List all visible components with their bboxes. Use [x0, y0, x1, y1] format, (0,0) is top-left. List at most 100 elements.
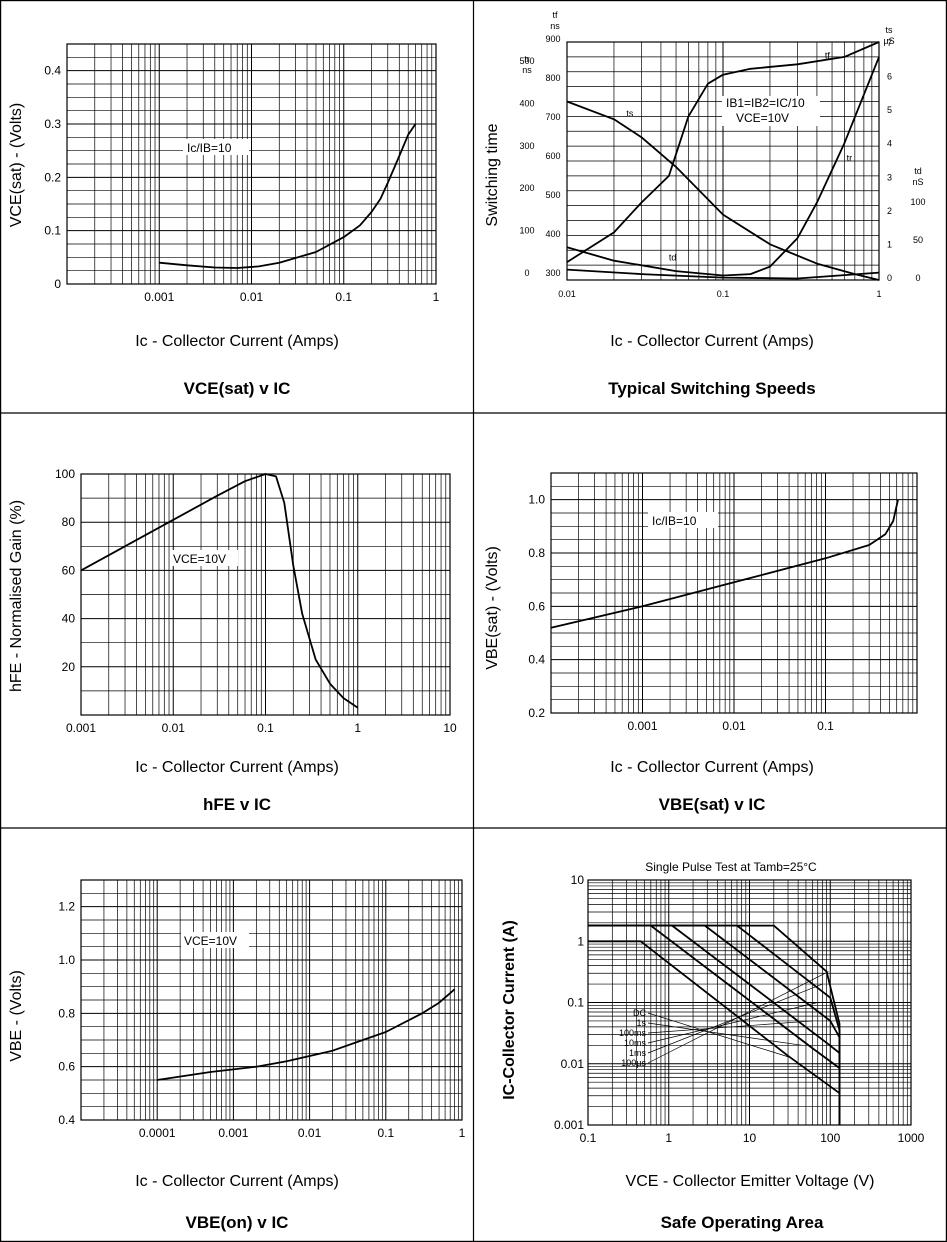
x-tick-label: 1000 [898, 1131, 925, 1145]
x-tick-label: 0.001 [144, 290, 174, 304]
x-tick-label: 0.1 [580, 1131, 597, 1145]
axis-header: ts [885, 25, 893, 35]
axis-tick: 0 [887, 273, 892, 283]
axis-header: td [914, 166, 922, 176]
chart-vbeon-title: VBE(on) v IC [186, 1213, 289, 1232]
x-tick-label: 0.01 [240, 290, 264, 304]
axis-tick: 50 [913, 235, 923, 245]
axis-tick: 300 [545, 268, 560, 278]
chart-switching-xticks: 0.01 0.1 1 [558, 289, 881, 299]
x-tick-label: 0.1 [377, 1126, 394, 1140]
chart-hfe-title: hFE v IC [203, 795, 271, 814]
series-line-1ms [588, 924, 841, 1125]
chart-vbesat-series [550, 499, 899, 629]
axis-header: ns [522, 65, 532, 75]
axis-tick: 2 [887, 206, 892, 216]
chart-vcesat-annotation-box [183, 139, 249, 155]
chart-soa-xlabel: VCE - Collector Emitter Voltage (V) [626, 1173, 875, 1190]
x-tick-label: 0.01 [162, 721, 186, 735]
curve-label-tr: tr [847, 153, 853, 163]
y-tick-label: 0.001 [554, 1118, 584, 1132]
chart-switching-annotation-2: VCE=10V [736, 111, 789, 125]
chart-vcesat-ylabel: VCE(sat) - (Volts) [8, 103, 25, 227]
y-tick-label: 0.4 [44, 64, 61, 78]
chart-soa-grid [587, 879, 912, 1126]
axis-tick: 5 [887, 105, 892, 115]
x-tick-label: 0.1 [257, 721, 274, 735]
axis-tick: 800 [545, 73, 560, 83]
chart-soa-series [588, 924, 841, 1125]
chart-hfe: 0.001 0.01 0.1 1 10 20 40 60 80 100 VCE=10V Ic -… [8, 467, 457, 814]
soa-leader-line [647, 1022, 803, 1046]
series-line-tr [566, 56, 880, 277]
axis-tick: 6 [887, 72, 892, 82]
axis-tick: 3 [887, 172, 892, 182]
chart-switching-series [566, 41, 880, 281]
x-tick-label: 0.001 [627, 719, 657, 733]
chart-vbesat-annotation: Ic/IB=10 [652, 514, 697, 528]
chart-vbesat-annotation-box [648, 512, 718, 528]
chart-vbeon-annotation-box [181, 932, 249, 948]
y-tick-label: 1.0 [528, 493, 545, 507]
axis-tick: 100 [519, 226, 534, 236]
chart-hfe-yticks: 20 40 60 80 100 [55, 467, 75, 674]
series-line-tf [566, 41, 880, 263]
chart-vbesat-ylabel: VBE(sat) - (Volts) [484, 546, 501, 670]
series-line-1s [588, 924, 841, 1125]
series-line-0 [550, 499, 899, 629]
soa-leader-line [647, 1002, 818, 1044]
axis-tick: 4 [887, 139, 892, 149]
y-tick-label: 10 [571, 873, 585, 887]
axis-tick: 500 [519, 56, 534, 66]
x-tick-label: 0.1 [817, 719, 834, 733]
curve-label-tf: tf [825, 50, 831, 60]
series-line-10ms [588, 924, 841, 1125]
x-tick-label: 0.01 [558, 289, 576, 299]
series-line-0 [159, 123, 417, 269]
soa-legend-2: 100ms [619, 1028, 647, 1038]
x-tick-label: 0.0001 [139, 1126, 176, 1140]
soa-leader-line [647, 1012, 789, 1058]
chart-hfe-ylabel: hFE - Normalised Gain (%) [8, 500, 25, 692]
chart-vbesat-xlabel: Ic - Collector Current (Amps) [610, 759, 814, 776]
x-tick-label: 0.01 [298, 1126, 322, 1140]
soa-legend-1: 1s [636, 1018, 646, 1028]
x-tick-label: 100 [820, 1131, 840, 1145]
x-tick-label: 1 [354, 721, 361, 735]
series-line-100ms [588, 924, 841, 1125]
chart-soa-yticks: 0.001 0.01 0.1 1 10 [554, 873, 584, 1132]
chart-vbeon-series [157, 988, 456, 1081]
axis-header: tr [524, 54, 530, 64]
y-tick-label: 100 [55, 467, 75, 481]
axis-tick: 100 [910, 197, 925, 207]
axis-tick: 400 [545, 229, 560, 239]
y-tick-label: 0.1 [567, 996, 584, 1010]
chart-vbeon-yticks: 0.4 0.6 0.8 1.0 1.2 [58, 900, 75, 1127]
axis-tick: 7 [887, 38, 892, 48]
y-tick-label: 0.1 [44, 224, 61, 238]
y-tick-label: 0.8 [58, 1006, 75, 1020]
soa-legend-0: DC [633, 1008, 646, 1018]
chart-vbeon-xticks: 0.0001 0.001 0.01 0.1 1 [139, 1126, 466, 1140]
axis-tick: 900 [545, 34, 560, 44]
y-tick-label: 0.2 [528, 706, 545, 720]
x-tick-label: 0.1 [717, 289, 730, 299]
chart-vbesat: 0.001 0.01 0.1 0.2 0.4 0.6 0.8 1.0 Ic/IB=10 Ic… [484, 472, 918, 814]
axis-tick: 500 [545, 190, 560, 200]
y-tick-label: 40 [62, 612, 76, 626]
axis-tick: 0 [524, 268, 529, 278]
chart-soa-subtitle: Single Pulse Test at Tamb=25°C [645, 860, 817, 874]
axis-header: nS [912, 177, 923, 187]
chart-vcesat-xlabel: Ic - Collector Current (Amps) [135, 333, 339, 350]
chart-vcesat-xticks: 0.001 0.01 0.1 1 [144, 290, 439, 304]
y-tick-label: 0.6 [528, 599, 545, 613]
x-tick-label: 1 [665, 1131, 672, 1145]
axis-header: tf [552, 10, 558, 20]
y-tick-label: 0.2 [44, 170, 61, 184]
axis-tick: 700 [545, 112, 560, 122]
axis-header: µS [883, 36, 894, 46]
soa-legend-3: 10ms [624, 1038, 647, 1048]
y-tick-label: 0.8 [528, 546, 545, 560]
